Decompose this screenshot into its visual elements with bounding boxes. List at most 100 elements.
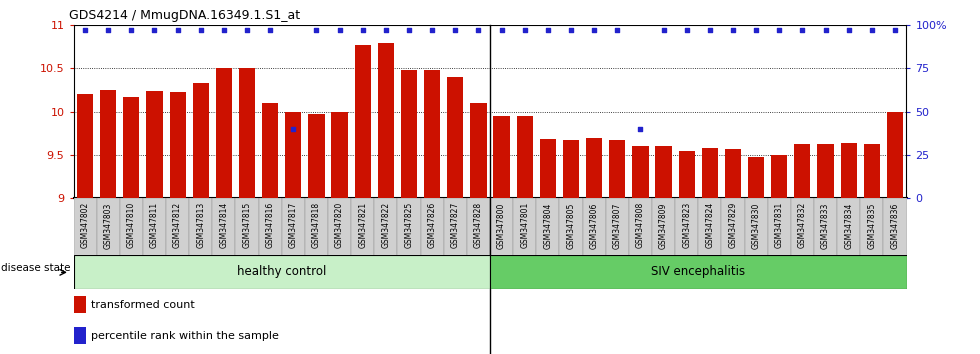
Bar (629, 198, 652, 276)
Bar (494, 116, 510, 198)
Bar (262, 103, 278, 198)
Text: percentile rank within the sample: percentile rank within the sample (90, 331, 278, 341)
Bar (355, 45, 370, 198)
Bar (814, 198, 837, 276)
Text: GSM347811: GSM347811 (150, 202, 159, 248)
Text: GSM347833: GSM347833 (821, 202, 830, 249)
Point (378, 27, 394, 33)
Bar (860, 198, 883, 276)
Point (795, 27, 810, 33)
Bar (189, 198, 213, 276)
Point (632, 126, 648, 132)
Bar (563, 140, 579, 198)
Bar (420, 198, 444, 276)
Bar (767, 198, 791, 276)
Bar (748, 156, 764, 198)
Bar (698, 198, 721, 276)
Bar (305, 198, 328, 276)
Text: GSM347822: GSM347822 (381, 202, 390, 248)
Point (123, 27, 139, 33)
Bar (74, 255, 490, 289)
Text: GSM347812: GSM347812 (173, 202, 182, 248)
Point (239, 27, 255, 33)
Bar (377, 43, 394, 198)
Point (193, 27, 209, 33)
Text: GSM347809: GSM347809 (659, 202, 668, 249)
Bar (841, 143, 857, 198)
Point (656, 27, 671, 33)
Point (702, 27, 717, 33)
Text: GSM347805: GSM347805 (566, 202, 575, 249)
Bar (166, 198, 189, 276)
Point (263, 27, 278, 33)
Bar (77, 94, 93, 198)
Point (424, 27, 440, 33)
Bar (351, 198, 374, 276)
Text: SIV encephalitis: SIV encephalitis (651, 265, 746, 278)
Text: GSM347817: GSM347817 (289, 202, 298, 249)
Bar (540, 139, 556, 198)
Bar (536, 198, 560, 276)
Bar (123, 97, 139, 198)
Bar (863, 144, 880, 198)
Bar (328, 198, 351, 276)
Bar (771, 155, 787, 198)
Bar (331, 112, 348, 198)
Bar (401, 70, 417, 198)
Point (679, 27, 695, 33)
Bar (235, 198, 259, 276)
Bar (216, 68, 232, 198)
Bar (74, 198, 97, 276)
Bar (560, 198, 582, 276)
Point (401, 27, 416, 33)
Bar (610, 140, 625, 198)
Text: GSM347835: GSM347835 (867, 202, 876, 249)
Bar (883, 198, 906, 276)
Text: GSM347802: GSM347802 (80, 202, 89, 249)
Bar (490, 255, 906, 289)
Bar (398, 198, 420, 276)
Bar (74, 296, 86, 313)
Point (216, 27, 231, 33)
Point (448, 27, 464, 33)
Text: GSM347801: GSM347801 (520, 202, 529, 249)
Text: disease state: disease state (1, 263, 71, 273)
Point (100, 27, 116, 33)
Point (309, 27, 324, 33)
Text: GSM347834: GSM347834 (844, 202, 854, 249)
Bar (586, 138, 603, 198)
Bar (213, 198, 235, 276)
Point (285, 126, 301, 132)
Bar (120, 198, 143, 276)
Bar (490, 198, 514, 276)
Bar (466, 198, 490, 276)
Text: transformed count: transformed count (90, 299, 194, 310)
Bar (470, 103, 486, 198)
Bar (582, 198, 606, 276)
Bar (309, 114, 324, 198)
Point (817, 27, 833, 33)
Text: GSM347830: GSM347830 (752, 202, 760, 249)
Text: GSM347825: GSM347825 (405, 202, 414, 249)
Point (887, 27, 903, 33)
Bar (143, 198, 166, 276)
Bar (887, 112, 903, 198)
Point (725, 27, 741, 33)
Bar (791, 198, 814, 276)
Text: GSM347810: GSM347810 (126, 202, 136, 249)
Text: GSM347832: GSM347832 (798, 202, 807, 249)
Point (332, 27, 348, 33)
Point (564, 27, 579, 33)
Bar (193, 83, 209, 198)
Bar (74, 327, 86, 344)
Bar (170, 92, 186, 198)
Bar (745, 198, 767, 276)
Text: GSM347827: GSM347827 (451, 202, 460, 249)
Bar (632, 146, 649, 198)
Bar (606, 198, 629, 276)
Bar (97, 198, 120, 276)
Point (494, 27, 510, 33)
Point (540, 27, 556, 33)
Bar (516, 116, 533, 198)
Bar (514, 198, 536, 276)
